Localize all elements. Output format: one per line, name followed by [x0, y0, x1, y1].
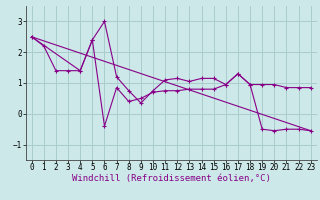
X-axis label: Windchill (Refroidissement éolien,°C): Windchill (Refroidissement éolien,°C) — [72, 174, 271, 183]
